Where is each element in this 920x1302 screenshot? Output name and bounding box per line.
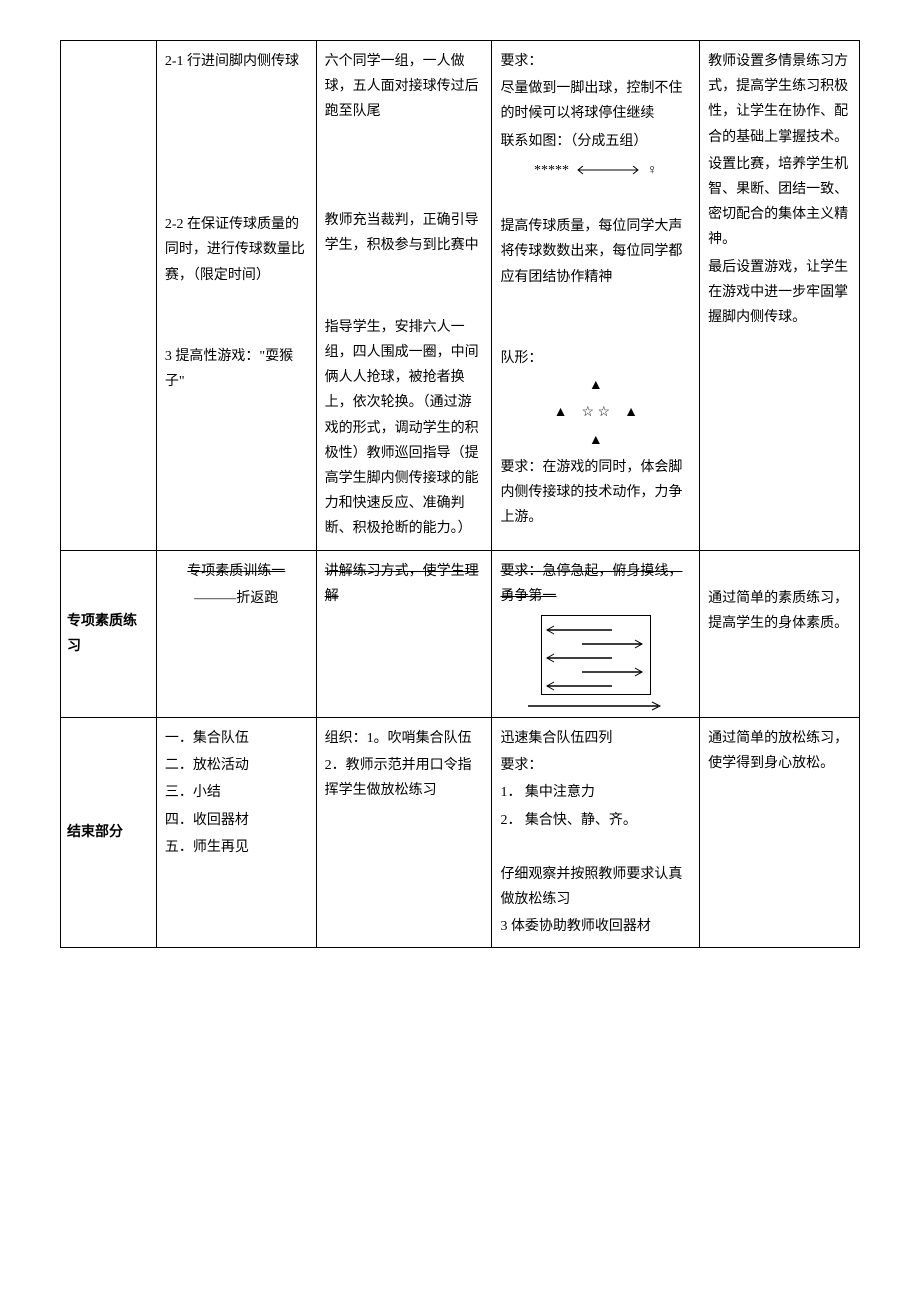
- text: ———折返跑: [165, 586, 308, 611]
- text: 最后设置游戏，让学生在游戏中进一步牢固掌握脚内侧传球。: [708, 255, 851, 331]
- row1-col3: 六个同学一组，一人做球，五人面对接球传过后跑至队尾 教师充当裁判，正确引导学生，…: [316, 41, 492, 551]
- row2-label: 专项素质练习: [61, 550, 157, 717]
- text: 讲解练习方式，使学生理解: [325, 559, 484, 609]
- text: 六个同学一组，一人做球，五人面对接球传过后跑至队尾: [325, 49, 484, 125]
- row2-col2: 专项素质训练一 ———折返跑: [156, 550, 316, 717]
- text: 2． 集合快、静、齐。: [500, 808, 691, 833]
- text: 1． 集中注意力: [500, 780, 691, 805]
- text: 一．集合队伍: [165, 726, 308, 751]
- text: 五．师生再见: [165, 835, 308, 860]
- text: 2-1 行进间脚内侧传球: [165, 49, 308, 74]
- text: 组织：1。吹哨集合队伍: [325, 726, 484, 751]
- text: 通过简单的放松练习，使学得到身心放松。: [708, 726, 851, 776]
- text: 2-2 在保证传球质量的同时，进行传球数量比赛，（限定时间）: [165, 212, 308, 288]
- text-struck: 要求：急停急起，俯身摸线，勇争第一: [500, 559, 691, 609]
- text: 联系如图：（分成五组）: [500, 129, 691, 154]
- table-row: 2-1 行进间脚内侧传球 2-2 在保证传球质量的同时，进行传球数量比赛，（限定…: [61, 41, 860, 551]
- text: 尽量做到一脚出球，控制不住的时候可以将球停住继续: [500, 76, 691, 126]
- row1-col4: 要求： 尽量做到一脚出球，控制不住的时候可以将球停住继续 联系如图：（分成五组）…: [492, 41, 700, 551]
- text: 指导学生，安排六人一组，四人围成一圈，中间俩人人抢球，被抢者换上，依次轮换。（通…: [325, 315, 484, 542]
- row2-col5: 通过简单的素质练习，提高学生的身体素质。: [700, 550, 860, 717]
- row3-col5: 通过简单的放松练习，使学得到身心放松。: [700, 717, 860, 948]
- row2-col4: 要求：急停急起，俯身摸线，勇争第一: [492, 550, 700, 717]
- formation-diagram-1: ***** ♀: [500, 158, 691, 183]
- row3-col2: 一．集合队伍 二．放松活动 三．小结 四．收回器材 五．师生再见: [156, 717, 316, 948]
- triangle-icon: ▲: [500, 373, 691, 398]
- text: 要求：: [500, 753, 691, 778]
- text: 3 体委协助教师收回器材: [500, 914, 691, 939]
- text: 通过简单的素质练习，提高学生的身体素质。: [708, 586, 851, 636]
- text: 仔细观察并按照教师要求认真做放松练习: [500, 862, 691, 912]
- text: 二．放松活动: [165, 753, 308, 778]
- text: 2．教师示范并用口令指挥学生做放松练习: [325, 753, 484, 803]
- text: 队形：: [500, 346, 691, 371]
- shuttle-run-diagram: [541, 615, 651, 695]
- female-icon: ♀: [647, 158, 658, 183]
- row1-col2: 2-1 行进间脚内侧传球 2-2 在保证传球质量的同时，进行传球数量比赛，（限定…: [156, 41, 316, 551]
- row2-col3: 讲解练习方式，使学生理解: [316, 550, 492, 717]
- table-row: 结束部分 一．集合队伍 二．放松活动 三．小结 四．收回器材 五．师生再见 组织…: [61, 717, 860, 948]
- text: 要求：: [500, 49, 691, 74]
- row3-label: 结束部分: [61, 717, 157, 948]
- text: 迅速集合队伍四列: [500, 726, 691, 751]
- row3-col4: 迅速集合队伍四列 要求： 1． 集中注意力 2． 集合快、静、齐。 仔细观察并按…: [492, 717, 700, 948]
- row3-col3: 组织：1。吹哨集合队伍 2．教师示范并用口令指挥学生做放松练习: [316, 717, 492, 948]
- formation-mid: ▲ ☆ ☆ ▲: [500, 400, 691, 425]
- row1-col5: 教师设置多情景练习方式，提高学生练习积极性，让学生在协作、配合的基础上掌握技术。…: [700, 41, 860, 551]
- zigzag-icon: [542, 616, 652, 696]
- text: 教师设置多情景练习方式，提高学生练习积极性，让学生在协作、配合的基础上掌握技术。: [708, 49, 851, 150]
- lesson-plan-table: 2-1 行进间脚内侧传球 2-2 在保证传球质量的同时，进行传球数量比赛，（限定…: [60, 40, 860, 948]
- text-struck: 专项素质训练一: [165, 559, 308, 584]
- text: 设置比赛，培养学生机智、果断、团结一致、密切配合的集体主义精神。: [708, 152, 851, 253]
- text: 三．小结: [165, 780, 308, 805]
- stars-left: *****: [534, 158, 569, 183]
- text: 提高传球质量，每位同学大声将传球数数出来，每位同学都应有团结协作精神: [500, 214, 691, 290]
- long-arrow-icon: [526, 701, 666, 711]
- text: 要求：在游戏的同时，体会脚内侧传接球的技术动作，力争上游。: [500, 455, 691, 531]
- text: 3 提高性游戏："耍猴子": [165, 344, 308, 394]
- text: 教师充当裁判，正确引导学生，积极参与到比赛中: [325, 208, 484, 258]
- double-arrow-icon: [573, 165, 643, 175]
- triangle-icon: ▲: [500, 428, 691, 453]
- table-row: 专项素质练习 专项素质训练一 ———折返跑 讲解练习方式，使学生理解 要求：急停…: [61, 550, 860, 717]
- row1-label-empty: [61, 41, 157, 551]
- text: 四．收回器材: [165, 808, 308, 833]
